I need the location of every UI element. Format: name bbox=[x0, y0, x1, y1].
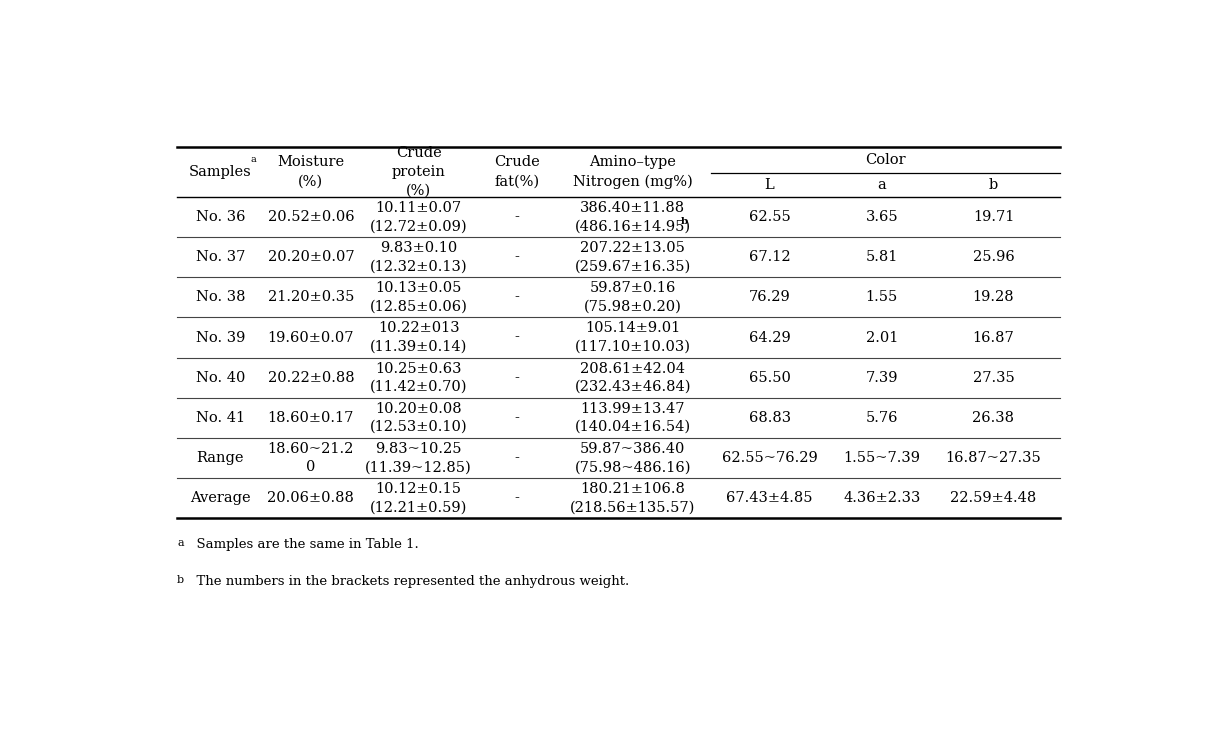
Text: 19.71: 19.71 bbox=[973, 210, 1014, 224]
Text: 10.22±013
(11.39±0.14): 10.22±013 (11.39±0.14) bbox=[369, 322, 467, 354]
Text: b: b bbox=[177, 575, 185, 585]
Text: 67.12: 67.12 bbox=[748, 250, 791, 264]
Text: 3.65: 3.65 bbox=[865, 210, 898, 224]
Text: L: L bbox=[765, 178, 775, 192]
Text: -: - bbox=[514, 290, 519, 304]
Text: -: - bbox=[514, 250, 519, 264]
Text: 7.39: 7.39 bbox=[865, 371, 898, 385]
Text: Color: Color bbox=[865, 153, 906, 167]
Text: 386.40±11.88
(486.16±14.95): 386.40±11.88 (486.16±14.95) bbox=[575, 201, 690, 233]
Text: No. 40: No. 40 bbox=[196, 371, 245, 385]
Text: 59.87~386.40
(75.98~486.16): 59.87~386.40 (75.98~486.16) bbox=[575, 442, 690, 474]
Text: No. 37: No. 37 bbox=[196, 250, 245, 264]
Text: 26.38: 26.38 bbox=[973, 411, 1014, 425]
Text: 9.83±0.10
(12.32±0.13): 9.83±0.10 (12.32±0.13) bbox=[369, 241, 467, 273]
Text: 62.55: 62.55 bbox=[748, 210, 791, 224]
Text: No. 39: No. 39 bbox=[196, 330, 245, 344]
Text: -: - bbox=[514, 491, 519, 505]
Text: Samples are the same in Table 1.: Samples are the same in Table 1. bbox=[188, 538, 419, 551]
Text: 10.12±0.15
(12.21±0.59): 10.12±0.15 (12.21±0.59) bbox=[369, 482, 467, 515]
Text: 64.29: 64.29 bbox=[748, 330, 791, 344]
Text: 10.13±0.05
(12.85±0.06): 10.13±0.05 (12.85±0.06) bbox=[369, 281, 467, 314]
Text: a: a bbox=[250, 155, 256, 164]
Text: 16.87~27.35: 16.87~27.35 bbox=[945, 451, 1042, 465]
Text: 208.61±42.04
(232.43±46.84): 208.61±42.04 (232.43±46.84) bbox=[575, 362, 690, 394]
Text: 207.22±13.05
(259.67±16.35): 207.22±13.05 (259.67±16.35) bbox=[575, 241, 690, 273]
Text: b: b bbox=[989, 178, 998, 192]
Text: 27.35: 27.35 bbox=[973, 371, 1014, 385]
Text: The numbers in the brackets represented the anhydrous weight.: The numbers in the brackets represented … bbox=[188, 575, 630, 588]
Text: No. 41: No. 41 bbox=[196, 411, 245, 425]
Text: -: - bbox=[514, 451, 519, 465]
Text: 21.20±0.35: 21.20±0.35 bbox=[268, 290, 354, 304]
Text: 105.14±9.01
(117.10±10.03): 105.14±9.01 (117.10±10.03) bbox=[575, 322, 690, 354]
Text: Samples: Samples bbox=[189, 165, 252, 179]
Text: Crude
fat(%): Crude fat(%) bbox=[494, 155, 540, 189]
Text: 20.52±0.06: 20.52±0.06 bbox=[268, 210, 354, 224]
Text: Crude
protein
(%): Crude protein (%) bbox=[391, 146, 445, 197]
Text: 10.11±0.07
(12.72±0.09): 10.11±0.07 (12.72±0.09) bbox=[369, 201, 467, 233]
Text: 9.83~10.25
(11.39~12.85): 9.83~10.25 (11.39~12.85) bbox=[366, 442, 472, 474]
Text: 2.01: 2.01 bbox=[865, 330, 898, 344]
Text: 16.87: 16.87 bbox=[973, 330, 1014, 344]
Text: Average: Average bbox=[189, 491, 251, 505]
Text: 19.60±0.07: 19.60±0.07 bbox=[268, 330, 354, 344]
Text: 20.22±0.88: 20.22±0.88 bbox=[268, 371, 354, 385]
Text: No. 38: No. 38 bbox=[196, 290, 245, 304]
Text: a: a bbox=[877, 178, 886, 192]
Text: Moisture
(%): Moisture (%) bbox=[278, 155, 344, 189]
Text: 62.55~76.29: 62.55~76.29 bbox=[722, 451, 817, 465]
Text: 76.29: 76.29 bbox=[748, 290, 791, 304]
Text: 1.55~7.39: 1.55~7.39 bbox=[844, 451, 920, 465]
Text: 65.50: 65.50 bbox=[748, 371, 791, 385]
Text: 19.28: 19.28 bbox=[973, 290, 1014, 304]
Text: 10.20±0.08
(12.53±0.10): 10.20±0.08 (12.53±0.10) bbox=[369, 402, 467, 434]
Text: 68.83: 68.83 bbox=[748, 411, 791, 425]
Text: 25.96: 25.96 bbox=[973, 250, 1014, 264]
Text: 180.21±106.8
(218.56±135.57): 180.21±106.8 (218.56±135.57) bbox=[570, 482, 695, 515]
Text: 113.99±13.47
(140.04±16.54): 113.99±13.47 (140.04±16.54) bbox=[575, 402, 690, 434]
Text: -: - bbox=[514, 210, 519, 224]
Text: 20.20±0.07: 20.20±0.07 bbox=[268, 250, 354, 264]
Text: -: - bbox=[514, 411, 519, 425]
Text: 4.36±2.33: 4.36±2.33 bbox=[842, 491, 921, 505]
Text: 22.59±4.48: 22.59±4.48 bbox=[950, 491, 1037, 505]
Text: 59.87±0.16
(75.98±0.20): 59.87±0.16 (75.98±0.20) bbox=[584, 281, 682, 314]
Text: 67.43±4.85: 67.43±4.85 bbox=[727, 491, 812, 505]
Text: -: - bbox=[514, 371, 519, 385]
Text: No. 36: No. 36 bbox=[196, 210, 245, 224]
Text: 10.25±0.63
(11.42±0.70): 10.25±0.63 (11.42±0.70) bbox=[369, 362, 467, 394]
Text: 20.06±0.88: 20.06±0.88 bbox=[268, 491, 355, 505]
Text: Amino–type
Nitrogen (mg%): Amino–type Nitrogen (mg%) bbox=[573, 155, 693, 189]
Text: 1.55: 1.55 bbox=[865, 290, 898, 304]
Text: 18.60±0.17: 18.60±0.17 bbox=[268, 411, 354, 425]
Text: 18.60~21.2
0: 18.60~21.2 0 bbox=[268, 442, 354, 474]
Text: b: b bbox=[681, 217, 688, 227]
Text: Range: Range bbox=[197, 451, 244, 465]
Text: -: - bbox=[514, 330, 519, 344]
Text: 5.81: 5.81 bbox=[865, 250, 898, 264]
Text: 5.76: 5.76 bbox=[865, 411, 898, 425]
Text: a: a bbox=[177, 538, 183, 548]
